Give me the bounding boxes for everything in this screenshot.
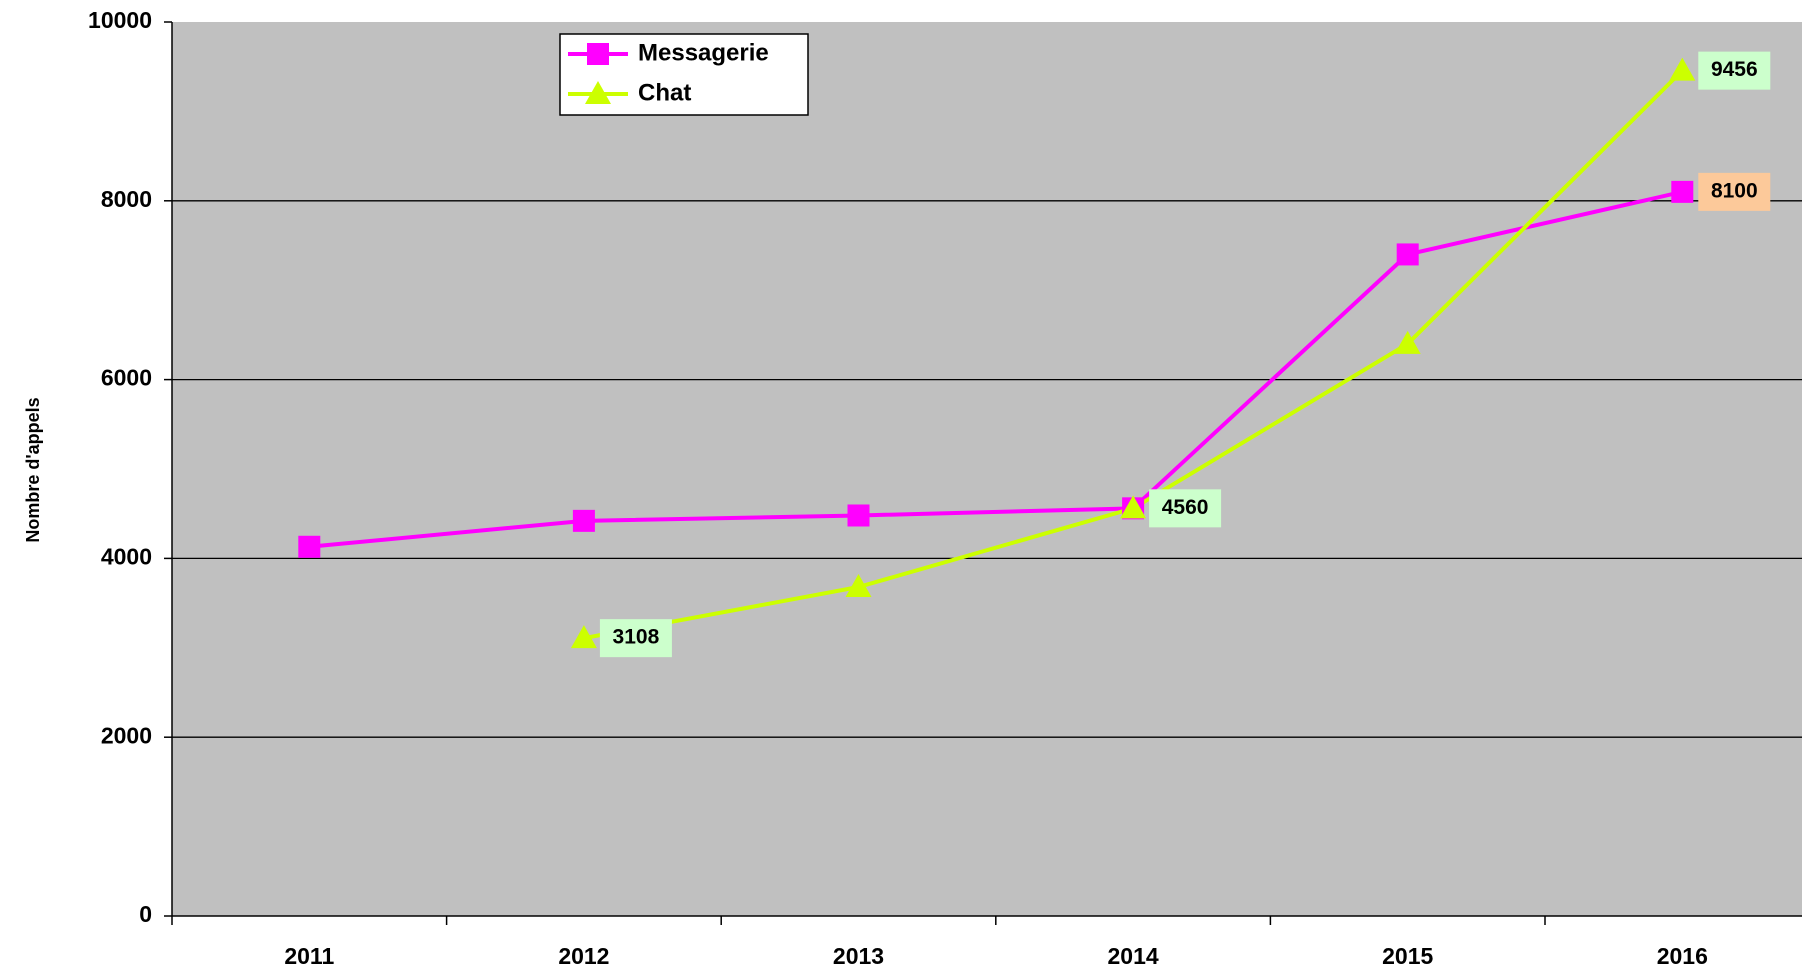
marker — [585, 81, 611, 104]
data-label: 9456 — [1711, 58, 1758, 81]
legend-label: Messagerie — [638, 39, 769, 66]
plot-area — [172, 22, 1802, 916]
y-tick-label: 0 — [139, 901, 152, 927]
marker — [1396, 243, 1419, 266]
marker — [1120, 495, 1147, 519]
data-label-bg — [599, 619, 672, 658]
x-tick-label: 2011 — [284, 943, 334, 969]
y-tick-label: 10000 — [88, 7, 152, 33]
x-tick-label: 2012 — [558, 943, 609, 969]
legend-label: Chat — [638, 79, 691, 106]
data-label: 4560 — [1162, 496, 1209, 519]
x-tick-label: 2015 — [1382, 943, 1433, 969]
y-axis-label: Nombre d'appels — [23, 397, 43, 542]
y-tick-label: 8000 — [101, 186, 152, 212]
marker — [587, 43, 609, 65]
data-label-bg — [1698, 51, 1771, 90]
data-label-bg — [1698, 172, 1771, 211]
x-tick-label: 2016 — [1657, 943, 1708, 969]
x-tick-label: 2013 — [833, 943, 884, 969]
marker — [1394, 330, 1421, 354]
y-tick-label: 4000 — [101, 543, 152, 569]
x-tick-label: 2014 — [1108, 943, 1159, 969]
marker — [847, 504, 870, 527]
data-label: 3108 — [613, 626, 660, 649]
y-tick-label: 2000 — [101, 722, 152, 748]
marker — [845, 574, 872, 598]
series-line — [309, 189, 1683, 549]
marker — [1669, 57, 1696, 81]
marker — [570, 625, 597, 649]
y-tick-label: 6000 — [101, 365, 152, 391]
marker — [572, 509, 595, 532]
marker — [1671, 180, 1694, 203]
data-label: 8100 — [1711, 179, 1758, 202]
marker — [298, 535, 321, 558]
data-label-bg — [1149, 489, 1222, 528]
